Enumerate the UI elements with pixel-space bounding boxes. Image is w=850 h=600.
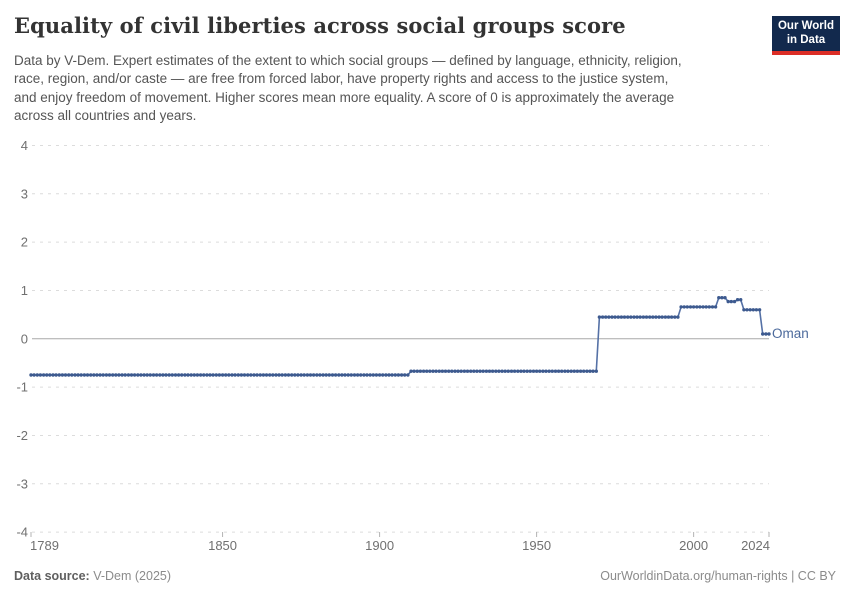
series-label-oman[interactable]: Oman xyxy=(772,326,809,341)
owid-logo[interactable]: Our World in Data xyxy=(772,16,840,55)
subtitle-line: Data by V-Dem. Expert estimates of the e… xyxy=(14,53,682,68)
y-tick-label: -2 xyxy=(16,428,28,443)
x-tick-label: 2000 xyxy=(679,538,708,553)
subtitle-line: race, region, and/or caste — are free fr… xyxy=(14,71,669,87)
logo-text-line1: Our World xyxy=(777,20,834,32)
subtitle-line: across all countries and years. xyxy=(14,108,197,124)
y-tick-label: 4 xyxy=(21,138,28,153)
subtitle-line: and enjoy freedom of movement. Higher sc… xyxy=(14,89,675,105)
y-tick-label: 1 xyxy=(21,283,28,298)
page-title: Equality of civil liberties across socia… xyxy=(14,13,626,38)
logo-accent-bar xyxy=(772,51,840,55)
data-source-label: Data source: xyxy=(14,569,90,583)
y-tick-label: -3 xyxy=(16,476,28,491)
logo-text-line2: in Data xyxy=(786,33,826,46)
chart-subtitle: Data by V-Dem. Expert estimates of the e… xyxy=(14,52,774,126)
oman-line-markers xyxy=(29,296,771,377)
x-tick-label: 2024 xyxy=(741,538,770,553)
y-tick-label: -1 xyxy=(16,380,28,395)
x-tick-label: 1850 xyxy=(208,538,237,553)
y-tick-label: -4 xyxy=(16,525,28,540)
y-tick-label: 2 xyxy=(21,235,28,250)
y-axis-labels: 4 3 2 1 0 -1 -2 -3 -4 xyxy=(16,138,28,540)
oman-line[interactable] xyxy=(31,296,769,376)
x-tick-label: 1950 xyxy=(522,538,551,553)
x-axis-labels: 1789 1850 1900 1950 2000 2024 xyxy=(30,532,770,553)
data-source-note: Data source: V-Dem (2025) xyxy=(14,569,171,583)
y-tick-label: 3 xyxy=(21,186,28,201)
gridlines xyxy=(32,145,769,533)
credit-link[interactable]: OurWorldinData.org/human-rights | CC BY xyxy=(600,569,836,583)
data-source-value: V-Dem (2025) xyxy=(89,569,172,583)
y-tick-label: 0 xyxy=(21,331,28,346)
x-tick-label: 1789 xyxy=(30,538,59,553)
x-tick-label: 1900 xyxy=(365,538,394,553)
